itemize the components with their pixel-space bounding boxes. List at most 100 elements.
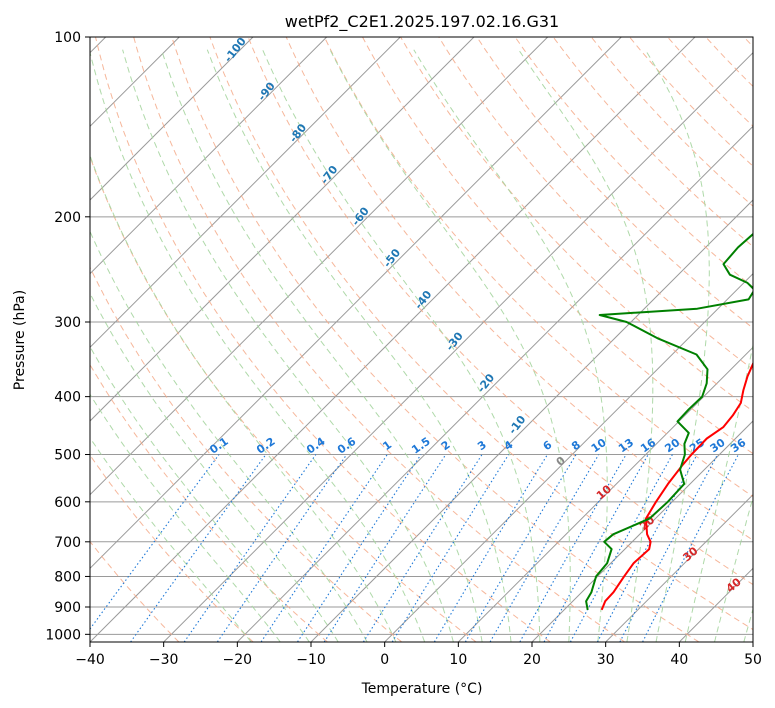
y-tick-label: 700 bbox=[54, 535, 81, 551]
isotherm-line bbox=[605, 493, 753, 642]
mixing-ratio-label: 13 bbox=[616, 436, 636, 455]
y-axis-label: Pressure (hPa) bbox=[12, 290, 28, 390]
mixing-ratio-label: 25 bbox=[687, 436, 707, 455]
dry-adiabat-line bbox=[133, 37, 625, 642]
x-tick-label: −30 bbox=[149, 652, 179, 668]
temperature-line bbox=[600, 361, 753, 611]
dry-adiabat-line bbox=[705, 37, 753, 88]
mixing-ratio-line bbox=[569, 454, 673, 642]
dry-adiabat-label: -20 bbox=[475, 371, 498, 395]
dry-adiabat-label: -40 bbox=[412, 288, 435, 312]
mixing-ratio-label: 2 bbox=[439, 438, 453, 453]
dry-adiabat-line bbox=[438, 37, 753, 371]
plot-area: 0.1 0.2 0.4 0.6 1 1.5 2 3 4 6 8 10 13 16 20 25 30 36-100-… bbox=[90, 35, 753, 642]
moist-adiabat-line bbox=[90, 154, 397, 642]
dry-adiabat-line bbox=[247, 37, 753, 586]
isotherm-line bbox=[236, 125, 753, 642]
x-tick-label: −10 bbox=[296, 652, 326, 668]
dry-adiabat-label: -50 bbox=[381, 246, 404, 270]
x-axis-ticks: −40 −30 −20 −10 0 10 20 30 40 50 bbox=[75, 642, 762, 668]
chart-title: wetPf2_C2E1.2025.197.02.16.G31 bbox=[285, 12, 559, 32]
moist-adiabat-label: 40 bbox=[724, 575, 744, 595]
mixing-ratio-lines bbox=[90, 454, 739, 642]
moist-adiabat-line bbox=[90, 436, 252, 642]
x-axis-label: Temperature (°C) bbox=[361, 681, 483, 697]
x-tick-label: 50 bbox=[744, 652, 762, 668]
isotherm-line bbox=[457, 346, 753, 642]
x-tick-label: 0 bbox=[380, 652, 389, 668]
y-tick-label: 100 bbox=[54, 30, 81, 46]
isotherm-line bbox=[90, 37, 401, 349]
moist-adiabat-line bbox=[90, 292, 339, 642]
moist-adiabat-line bbox=[413, 49, 608, 642]
moist-adiabat-line bbox=[262, 49, 541, 642]
mixing-ratio-line bbox=[519, 454, 627, 642]
mixing-ratio-label: 30 bbox=[708, 436, 728, 456]
mixing-ratio-line bbox=[323, 454, 447, 642]
mixing-ratio-line bbox=[596, 454, 698, 642]
dry-adiabat-line bbox=[285, 37, 753, 541]
dry-adiabat-line bbox=[743, 37, 753, 48]
isotherm-line bbox=[90, 37, 696, 642]
moist-adiabat-line bbox=[518, 49, 654, 642]
dry-adiabat-line bbox=[90, 454, 254, 642]
isotherm-line bbox=[384, 272, 753, 642]
mixing-ratio-label: 1.5 bbox=[409, 435, 432, 457]
mixing-ratio-line bbox=[216, 454, 348, 642]
moist-adiabat-line bbox=[90, 230, 368, 642]
y-tick-label: 200 bbox=[54, 210, 81, 226]
moist-adiabat-line bbox=[206, 49, 512, 642]
moist-adiabats bbox=[90, 49, 753, 642]
x-tick-label: 10 bbox=[449, 652, 467, 668]
mixing-ratio-label: 0.4 bbox=[304, 435, 328, 457]
dry-adiabat-label: -80 bbox=[287, 121, 310, 145]
moist-adiabat-line bbox=[743, 607, 753, 642]
mixing-ratio-line bbox=[260, 454, 388, 642]
dry-adiabat-line bbox=[95, 37, 551, 642]
mixing-ratio-line bbox=[433, 454, 548, 642]
x-tick-label: −40 bbox=[75, 652, 105, 668]
isotherm-line bbox=[90, 37, 475, 422]
mixing-ratio-label: 0.2 bbox=[254, 435, 277, 457]
y-tick-label: 600 bbox=[54, 495, 81, 511]
y-tick-label: 400 bbox=[54, 390, 81, 406]
x-tick-label: 30 bbox=[597, 652, 615, 668]
isotherm-gridlines bbox=[90, 37, 753, 642]
moist-adiabat-line bbox=[122, 49, 454, 642]
dry-adiabat-label: -10 bbox=[506, 413, 529, 437]
x-tick-label: 20 bbox=[523, 652, 541, 668]
y-axis-ticks: 100 200 300 400 500 600 700 800 900 1000 bbox=[45, 30, 90, 643]
moist-adiabat-line bbox=[160, 49, 483, 642]
mixing-ratio-line bbox=[90, 454, 220, 630]
dry-adiabat-label: -100 bbox=[222, 35, 249, 65]
moist-adiabat-line bbox=[684, 342, 753, 642]
y-tick-label: 300 bbox=[54, 315, 81, 331]
dry-adiabat-line bbox=[476, 37, 753, 329]
mixing-ratio-line bbox=[489, 454, 600, 642]
mixing-ratio-label: 4 bbox=[502, 438, 516, 453]
y-tick-label: 900 bbox=[54, 600, 81, 616]
dry-adiabat-line bbox=[400, 37, 753, 412]
moist-adiabat-line bbox=[714, 495, 753, 642]
mixing-ratio-label: 3 bbox=[475, 438, 489, 453]
moist-adiabat-line bbox=[90, 393, 281, 642]
mixing-ratio-line bbox=[362, 454, 483, 642]
moist-adiabat-line bbox=[329, 49, 571, 642]
mixing-ratio-label: 6 bbox=[541, 438, 555, 453]
x-tick-label: 40 bbox=[670, 652, 688, 668]
y-tick-label: 1000 bbox=[45, 627, 81, 643]
moist-adiabat-line bbox=[90, 50, 426, 642]
isotherm-line bbox=[163, 51, 753, 642]
moist-adiabat-line bbox=[90, 345, 310, 642]
moist-adiabat-label: 30 bbox=[680, 544, 700, 564]
dry-adiabat-line bbox=[514, 37, 753, 288]
plot-frame bbox=[89, 36, 754, 643]
isotherm-line bbox=[90, 37, 622, 570]
dry-adiabat-line bbox=[90, 155, 477, 642]
y-tick-label: 800 bbox=[54, 569, 81, 585]
dry-adiabat-line bbox=[323, 37, 753, 498]
isotherm-line bbox=[310, 199, 753, 642]
x-tick-label: −20 bbox=[223, 652, 253, 668]
isotherm-line bbox=[752, 641, 753, 642]
